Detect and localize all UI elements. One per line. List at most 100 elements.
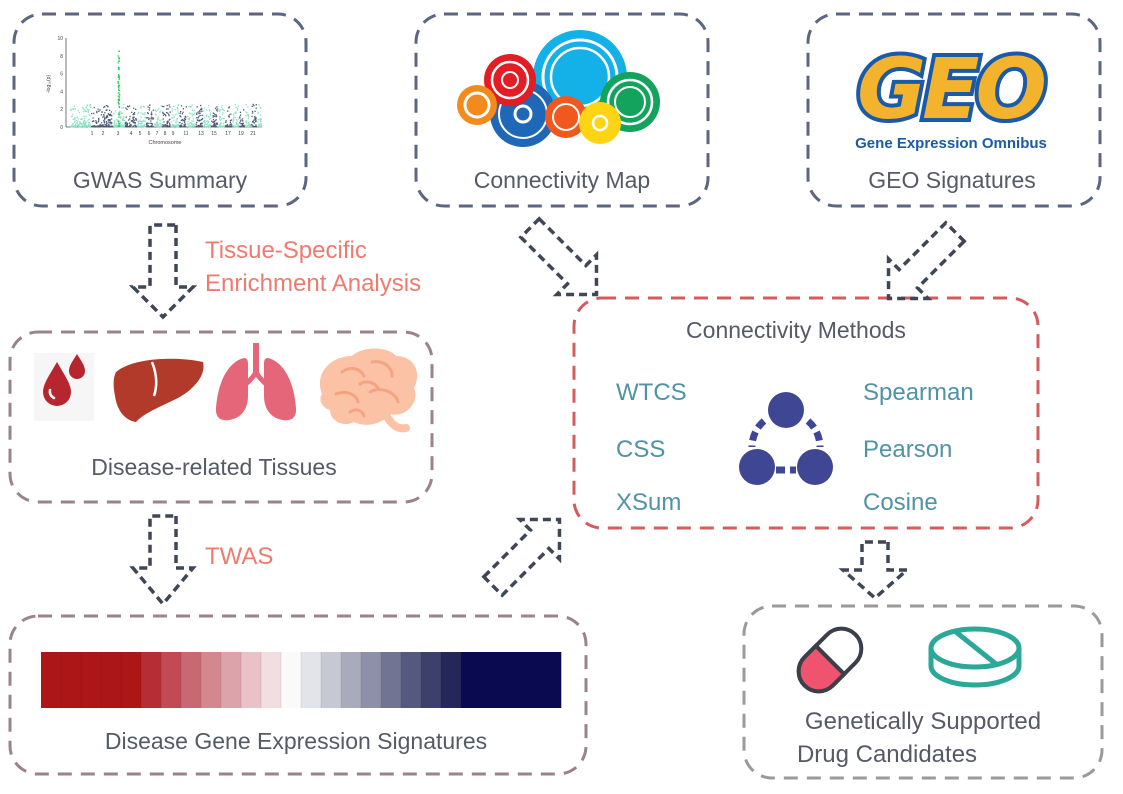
gwas-point	[198, 112, 200, 115]
gwas-point	[204, 124, 206, 126]
heatmap-cell	[181, 652, 202, 708]
gwas-point	[189, 125, 191, 128]
gwas-point	[196, 112, 198, 114]
gwas-point	[188, 123, 190, 125]
gwas-point	[201, 125, 203, 127]
gwas-point	[97, 126, 99, 128]
twas-step-label: TWAS	[205, 543, 273, 570]
gwas-point	[260, 117, 262, 119]
gwas-point	[214, 107, 217, 109]
gwas-point	[96, 110, 98, 112]
gwas-point	[179, 124, 181, 126]
gwas-point	[79, 122, 82, 124]
gwas-point	[103, 125, 105, 128]
gwas-point	[237, 126, 240, 128]
gwas-point-significant	[118, 75, 120, 77]
gwas-point	[140, 112, 142, 114]
gwas-x-tick: 11	[183, 131, 188, 137]
gwas-y-tick: 10	[57, 36, 63, 42]
gwas-x-tick: 13	[198, 131, 204, 137]
gwas-point	[103, 121, 106, 123]
gwas-point	[142, 125, 144, 127]
gwas-point	[189, 106, 192, 108]
gwas-point	[119, 124, 121, 126]
gwas-point-significant	[118, 98, 120, 100]
gwas-point	[82, 125, 85, 128]
gwas-point	[125, 125, 127, 128]
gwas-point	[91, 125, 94, 127]
gwas-point	[213, 113, 216, 115]
gwas-point	[82, 108, 84, 110]
gwas-point	[110, 123, 112, 125]
gwas-point	[129, 124, 131, 126]
gwas-point	[89, 106, 92, 108]
gwas-point	[106, 122, 108, 125]
gwas-point	[191, 120, 193, 122]
gwas-point	[163, 105, 165, 108]
gwas-point	[162, 118, 164, 120]
gwas-point	[158, 107, 160, 110]
gwas-point	[225, 125, 227, 127]
gwas-point	[240, 123, 242, 125]
gwas-point	[255, 124, 257, 126]
gwas-point	[234, 112, 236, 114]
gwas-point-significant	[118, 84, 120, 86]
gwas-point	[239, 111, 242, 113]
gwas-point	[117, 119, 119, 121]
gwas-point	[70, 126, 72, 128]
gwas-point	[82, 107, 84, 109]
gwas-point	[159, 110, 162, 112]
gwas-point	[147, 117, 149, 119]
gwas-point	[150, 126, 152, 128]
heatmap-cell	[521, 652, 542, 708]
geo-signatures-label: GEO Signatures	[868, 167, 1035, 193]
gwas-point	[146, 122, 148, 124]
gwas-point-significant	[117, 66, 120, 68]
gwas-point	[124, 122, 126, 124]
gwas-y-tick: 2	[60, 107, 63, 113]
gwas-point	[252, 103, 254, 106]
gwas-point	[174, 109, 176, 111]
gwas-point	[255, 107, 257, 109]
gwas-point	[77, 110, 79, 112]
gwas-point	[191, 109, 194, 111]
gwas-point	[215, 124, 217, 126]
gwas-point	[133, 113, 136, 115]
gwas-point	[123, 117, 125, 119]
gwas-point	[216, 108, 219, 110]
gwas-point	[188, 106, 190, 108]
gwas-point	[122, 126, 124, 128]
gwas-point	[199, 119, 201, 122]
gwas-point	[142, 125, 145, 127]
gwas-point	[142, 105, 144, 107]
heatmap-cell	[201, 652, 222, 708]
gwas-point	[216, 106, 218, 108]
gwas-point	[255, 119, 257, 121]
gwas-point	[183, 122, 186, 124]
gwas-point	[201, 110, 203, 112]
gwas-point	[216, 122, 218, 124]
gwas-point	[166, 111, 168, 114]
gwas-point	[117, 122, 120, 124]
gwas-point	[251, 115, 253, 118]
gwas-point	[215, 122, 217, 124]
gwas-point	[89, 126, 91, 128]
gwas-point	[208, 110, 211, 112]
gwas-point	[191, 123, 193, 125]
gwas-point	[75, 117, 77, 119]
gwas-x-tick: 4	[130, 131, 133, 137]
gwas-point	[219, 116, 221, 118]
gwas-point	[212, 116, 214, 118]
gwas-point	[180, 119, 182, 121]
gwas-point	[88, 114, 90, 116]
gwas-point	[192, 125, 194, 127]
gwas-point	[129, 126, 131, 128]
gwas-point	[233, 125, 236, 128]
gwas-point	[207, 125, 209, 127]
gwas-point	[180, 124, 182, 126]
gwas-point-significant	[118, 78, 120, 80]
gwas-point	[104, 117, 106, 120]
brain-icon	[319, 348, 418, 433]
